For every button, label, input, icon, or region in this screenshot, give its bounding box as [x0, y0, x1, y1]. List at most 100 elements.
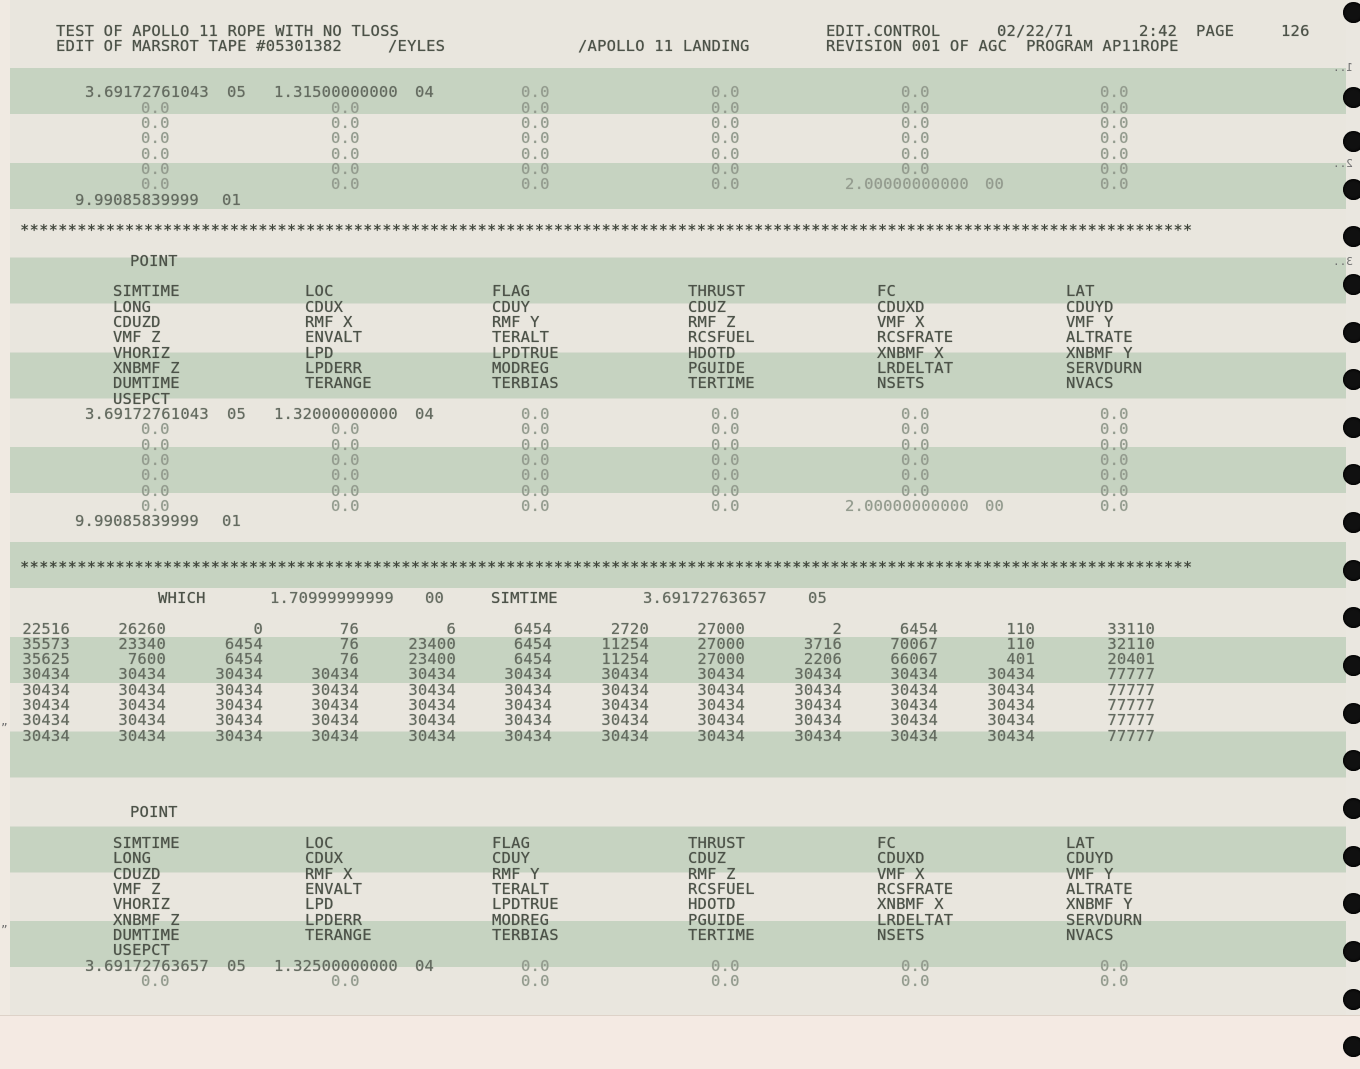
printout-cell: ****************************************…	[20, 221, 1193, 240]
printout-cell: 0.0	[711, 481, 740, 500]
printout-cell: 30434	[794, 711, 842, 730]
printout-cell: USEPCT	[113, 941, 171, 960]
state-vector-row: 3.69172761043 05 1.32000000000 04 0.0 0.0 0.0 0…	[0, 405, 1360, 423]
printout-cell: 30434	[311, 680, 359, 699]
printout-cell: WHICH	[158, 588, 206, 607]
printout-cell: 30434	[408, 726, 456, 745]
printout-cell: 77777	[1107, 680, 1155, 699]
printout-cell: 1.31500000000	[274, 83, 398, 102]
printout-cell: LPDERR	[305, 910, 363, 929]
printout-cell: LOC	[305, 834, 334, 852]
printout-cell: 2720	[610, 619, 649, 638]
printout-cell: 0.0	[521, 405, 550, 423]
printout-cell: XNBMF Y	[1066, 895, 1133, 914]
printout-cell: HDOTD	[688, 343, 736, 362]
printout-cell: 0.0	[331, 481, 360, 500]
printout-cell: 0.0	[141, 971, 170, 990]
printout-cell: 0.0	[331, 113, 360, 132]
printout-cell: 0.0	[1100, 113, 1129, 132]
printout-cell: 0.0	[901, 129, 930, 148]
printout-cell: USEPCT	[113, 389, 171, 408]
printout-cell: 0.0	[711, 129, 740, 148]
printout-cell: VMF X	[877, 864, 925, 883]
printout-cell: 0.0	[331, 466, 360, 485]
printout-cell: XNBMF X	[877, 895, 944, 914]
printout-cell: CDUZ	[688, 849, 727, 868]
printout-cell: 22516	[22, 619, 70, 638]
printout-cell: SERVDURN	[1066, 910, 1143, 929]
punch-hole	[1343, 2, 1360, 23]
printout-cell: CDUX	[305, 849, 344, 868]
printout-cell: 01	[222, 512, 242, 531]
printout-cell: 30434	[215, 680, 263, 699]
printout-cell: 04	[415, 405, 435, 423]
printout-cell: 01	[222, 190, 242, 209]
printout-cell: TERBIAS	[492, 374, 559, 393]
printout-cell: 11254	[601, 650, 649, 669]
printout-cell: 6454	[513, 619, 552, 638]
printout-cell: 0.0	[1100, 496, 1129, 515]
printout-cell: 0.0	[1100, 481, 1129, 500]
zero-row: 0.0 0.0 0.0 0.0 0.0 0.0	[0, 971, 1360, 990]
printout-cell: 23340	[118, 634, 166, 653]
printout-cell: 30434	[794, 665, 842, 684]
printout-cell: NVACS	[1066, 925, 1114, 944]
printout-cell: 30434	[504, 665, 552, 684]
printout-cell: 30434	[408, 711, 456, 730]
printout-cell: 11254	[601, 634, 649, 653]
label-row: LONG CDUX CDUY CDUZ CDUXD CDUYD	[0, 851, 1360, 867]
printout-cell: NVACS	[1066, 374, 1114, 393]
octal-row: 22516 26260 0 76 6 6454 2720 27000 2 6454 110 33110	[0, 619, 1360, 638]
printout-cell: 0.0	[141, 435, 170, 454]
printout-cell: 0.0	[521, 420, 550, 439]
printout-cell: ALTRATE	[1066, 328, 1133, 347]
printout-cell: LPDERR	[305, 359, 363, 377]
printout-cell: CDUY	[492, 297, 531, 316]
printout-cell: 0.0	[1100, 420, 1129, 439]
printout-cell: 77777	[1107, 726, 1155, 745]
label-row: VHORIZ LPD LPDTRUE HDOTD XNBMF X XNBMF Y	[0, 897, 1360, 913]
printout-cell: NSETS	[877, 374, 925, 393]
printout-cell: 0.0	[521, 175, 550, 194]
edge-page-number: 1..	[1333, 61, 1353, 74]
printout-cell: 0.0	[901, 83, 930, 102]
printout-cell: 0.0	[521, 435, 550, 454]
printout-cell: 1.32500000000	[274, 956, 398, 975]
printout-cell: 0.0	[711, 435, 740, 454]
printout-cell: 30434	[987, 696, 1035, 715]
printout-cell: ENVALT	[305, 879, 363, 898]
printout-cell: 0.0	[1100, 405, 1129, 423]
zero-row: 0.0 0.0 0.0 0.0 0.0 0.0	[0, 113, 1360, 132]
printout-cell: RCSFRATE	[877, 879, 954, 898]
printout-cell: 30434	[987, 680, 1035, 699]
printout-cell: 0.0	[901, 481, 930, 500]
margin-mark: ”	[1, 923, 8, 936]
printout-cell: SIMTIME	[491, 588, 558, 607]
printout-cell: 110	[1006, 619, 1035, 638]
printout-cell: SIMTIME	[113, 282, 180, 301]
printout-cell: 30434	[311, 696, 359, 715]
printout-cell: 30434	[311, 726, 359, 745]
printout-cell: 0.0	[141, 113, 170, 132]
printout-cell: 23400	[408, 634, 456, 653]
printout-cell: 30434	[697, 726, 745, 745]
printout-cell: 30434	[22, 696, 70, 715]
label-row: VMF Z ENVALT TERALT RCSFUEL RCSFRATE ALTRATE	[0, 330, 1360, 346]
printout-cell: TERANGE	[305, 925, 372, 944]
printout-cell: 1.32000000000	[274, 405, 398, 423]
printout-cell: VMF Y	[1066, 864, 1114, 883]
printout-cell: CDUYD	[1066, 297, 1114, 316]
edge-page-number: 2..	[1333, 157, 1353, 170]
printout-cell: 0.0	[1100, 451, 1129, 469]
printout-cell: THRUST	[688, 282, 746, 301]
printout-cell: 0.0	[331, 144, 360, 163]
label-row: DUMTIME TERANGE TERBIAS TERTIME NSETS NVACS	[0, 925, 1360, 944]
printout-cell: 9.99085839999	[75, 190, 199, 209]
printout-cell: 0.0	[331, 129, 360, 148]
printout-cell: MODREG	[492, 359, 550, 377]
printout-cell: 30434	[118, 726, 166, 745]
printout-cell: 2:42	[1139, 22, 1178, 40]
printout-cell: 0.0	[1100, 98, 1129, 117]
printout-cell: 30434	[408, 680, 456, 699]
punch-hole	[1343, 131, 1360, 152]
